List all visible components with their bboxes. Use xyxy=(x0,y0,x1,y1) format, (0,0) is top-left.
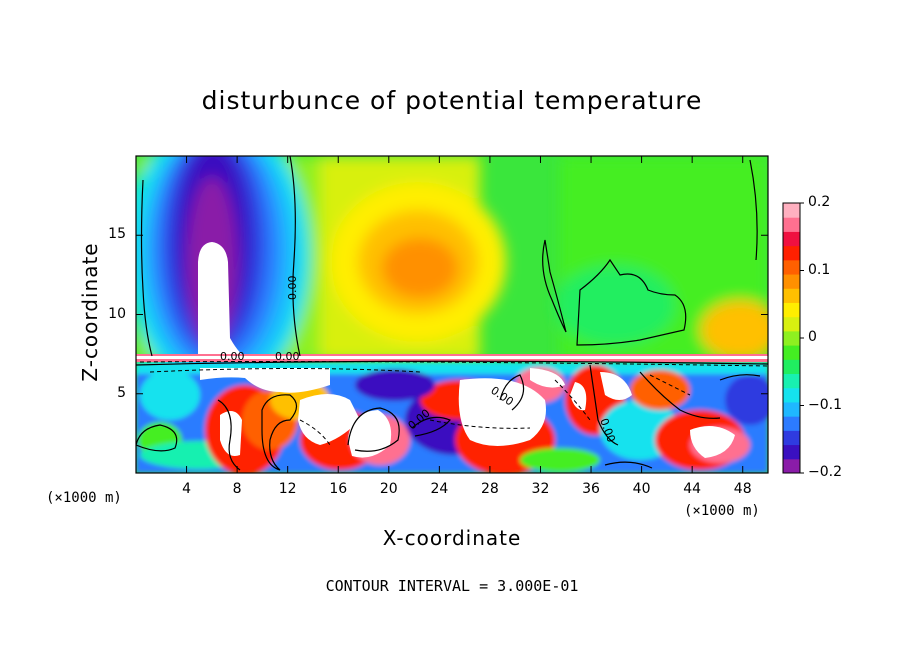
x-tick-label: 48 xyxy=(733,481,752,497)
colorbar-segment xyxy=(783,430,800,446)
colorbar-segment xyxy=(783,288,800,303)
colorbar xyxy=(783,202,804,474)
colorbar-segment xyxy=(783,359,800,375)
colorbar-segment xyxy=(783,416,800,431)
colorbar-frame xyxy=(782,202,801,474)
x-tick-label: 8 xyxy=(232,481,242,497)
x-tick-label: 24 xyxy=(430,481,449,497)
colorbar-segment xyxy=(783,259,800,275)
colorbar-tick-label: −0.2 xyxy=(808,464,842,480)
x-tick-label: 32 xyxy=(531,481,550,497)
x-tick-label: 4 xyxy=(182,481,191,497)
heatmap-field xyxy=(136,156,768,473)
x-unit-left: (×1000 m) xyxy=(46,490,122,506)
colorbar-tick-label: −0.1 xyxy=(808,396,842,413)
x-tick-label: 40 xyxy=(632,481,651,497)
x-tick-label: 36 xyxy=(582,481,600,497)
chart-title: disturbunce of potential temperature xyxy=(201,86,703,115)
colorbar-segment xyxy=(783,458,800,474)
x-tick-label: 12 xyxy=(278,481,297,497)
colorbar-segment xyxy=(783,231,800,247)
colorbar-segment xyxy=(783,217,800,232)
colorbar-segment xyxy=(783,330,800,346)
contour-label: 0.00 xyxy=(275,350,300,363)
colorbar-segment xyxy=(783,387,800,403)
x-tick-label: 16 xyxy=(329,481,348,497)
colorbar-tick-label: 0.1 xyxy=(808,261,831,278)
colorbar-tick-label: 0 xyxy=(808,329,817,345)
contour-interval-note: CONTOUR INTERVAL = 3.000E-01 xyxy=(325,577,579,595)
x-tick-label: 20 xyxy=(379,481,398,497)
contour-label: 0.00 xyxy=(286,276,299,301)
colorbar-segment xyxy=(783,444,800,460)
colorbar-tick-label: 0.2 xyxy=(808,194,831,210)
colorbar-segment xyxy=(783,345,800,360)
y-tick-label: 10 xyxy=(108,305,126,322)
colorbar-segment xyxy=(783,401,800,417)
colorbar-segment xyxy=(783,302,800,318)
colorbar-segment xyxy=(783,274,800,289)
colorbar-segment xyxy=(783,316,800,332)
y-tick-label: 15 xyxy=(108,226,126,243)
x-tick-label: 28 xyxy=(480,481,499,497)
colorbar-segment xyxy=(783,245,800,261)
y-tick-label: 5 xyxy=(117,384,126,401)
x-unit-right: (×1000 m) xyxy=(684,503,760,519)
contour-label: 0.00 xyxy=(220,350,245,363)
colorbar-segment xyxy=(783,373,800,389)
colorbar-segment xyxy=(783,203,800,218)
x-tick-label: 44 xyxy=(683,481,702,497)
x-axis-label: X-coordinate xyxy=(382,526,522,550)
